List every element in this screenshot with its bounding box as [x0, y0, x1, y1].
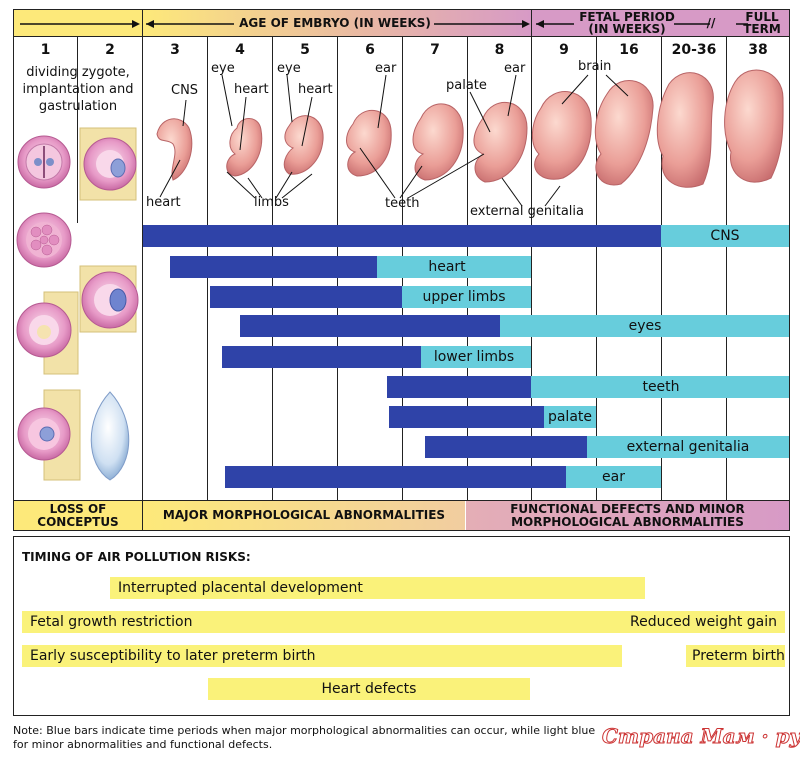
loss-header-band: [14, 10, 142, 36]
note-text: Note: Blue bars indicate time periods wh…: [13, 724, 596, 737]
bar-lower-limbs-minor: [421, 346, 531, 368]
label-ear-week6: ear: [375, 61, 397, 76]
week-label: 16: [619, 42, 639, 58]
fetal-header-band: [532, 10, 789, 36]
bar-lower-limbs-major: [222, 346, 421, 368]
bar-upper-limbs-label: upper limbs: [422, 289, 506, 305]
pollution-bar-label: Interrupted placental development: [118, 580, 363, 596]
bar-palate-major: [389, 406, 544, 428]
pollution-bar-preterm-late: Preterm birth: [686, 645, 785, 667]
week-label: 38: [748, 42, 768, 58]
week-label: 6: [365, 42, 375, 58]
bar-cns-major: [143, 225, 661, 247]
label-teeth: teeth: [385, 196, 420, 211]
pollution-bar-heart: Heart defects: [208, 678, 530, 700]
label-pointer-lines: [159, 74, 629, 207]
bar-genitalia-minor: [587, 436, 789, 458]
bar-heart-major: [170, 256, 377, 278]
pollution-title: TIMING OF AIR POLLUTION RISKS:: [22, 550, 251, 564]
bar-heart-label: heart: [428, 259, 466, 275]
embryo-illustrations: [156, 69, 784, 188]
week-label: 5: [300, 42, 310, 58]
pollution-bar-label: Heart defects: [321, 681, 417, 697]
fetal-header-label: FETAL PERIOD (IN WEEKS): [579, 10, 675, 36]
bar-cns-minor: [661, 225, 789, 247]
separator-label: //: [706, 16, 716, 30]
header-divider: [14, 36, 789, 37]
bar-genitalia-label: external genitalia: [626, 439, 750, 455]
gridline: [726, 37, 727, 501]
week-label: 3: [170, 42, 180, 58]
label-heart-week4: heart: [234, 82, 269, 97]
bar-eyes-label: eyes: [628, 318, 662, 334]
bar-heart-minor: [377, 256, 531, 278]
bar-ear-label: ear: [602, 469, 625, 485]
label-eye-week5: eye: [277, 61, 301, 76]
pollution-bar-label: Fetal growth restriction: [30, 614, 193, 630]
bar-palate-label: palate: [547, 409, 593, 425]
footer-major: MAJOR MORPHOLOGICAL ABNORMALITIES: [143, 501, 465, 530]
pollution-bar-label-right: Reduced weight gain: [630, 614, 777, 630]
full-term-label: FULL TERM: [743, 10, 781, 36]
bar-ear-major: [225, 466, 566, 488]
label-cns: CNS: [171, 83, 199, 98]
label-eye-week4: eye: [211, 61, 235, 76]
label-heart-bottom: heart: [146, 195, 181, 210]
gridline: [531, 10, 532, 501]
bar-eyes-major: [240, 315, 500, 337]
week-label: 8: [494, 42, 505, 58]
bar-palate-minor: [544, 406, 596, 428]
gridline: [596, 37, 597, 501]
bar-ear-minor: [566, 466, 661, 488]
pollution-bar-growth: Fetal growth restriction Reduced weight …: [22, 611, 785, 633]
label-ear-week8: ear: [504, 61, 526, 76]
gridline: [142, 10, 143, 531]
header-arrows: [20, 20, 748, 28]
gridline: [77, 37, 78, 223]
week-label: 20-36: [671, 42, 717, 58]
pollution-frame: [13, 536, 790, 716]
bar-genitalia-major: [425, 436, 587, 458]
label-heart-week5: heart: [298, 82, 333, 97]
early-stage-illustrations: [16, 127, 139, 481]
label-external-genitalia: external genitalia: [470, 204, 584, 219]
week-label: 1: [40, 42, 51, 58]
bar-teeth-minor: [531, 376, 789, 398]
timeline-frame: [13, 9, 790, 531]
pollution-bar-preterm-early: Early susceptibility to later preterm bi…: [22, 645, 622, 667]
bar-cns-label: CNS: [710, 228, 740, 244]
week-label: 9: [559, 42, 569, 58]
gridline: [661, 37, 662, 501]
bar-teeth-major: [387, 376, 531, 398]
pollution-bar-label-right: Preterm birth: [692, 648, 785, 664]
bar-teeth-label: teeth: [642, 379, 680, 395]
week-label: 2: [105, 42, 115, 58]
footer-loss: LOSS OF CONCEPTUS: [14, 501, 142, 530]
label-palate: palate: [446, 78, 487, 93]
note-text-line2: for minor abnormalities and functional d…: [13, 738, 273, 751]
pollution-bar-placental: Interrupted placental development: [110, 577, 645, 599]
age-header-band: [143, 10, 531, 36]
pollution-bar-label: Early susceptibility to later preterm bi…: [30, 648, 316, 664]
bar-upper-limbs-major: [210, 286, 402, 308]
label-brain: brain: [578, 59, 612, 74]
footer-divider: [14, 500, 789, 501]
age-header-label: AGE OF EMBRYO (IN WEEKS): [239, 16, 431, 30]
footer-functional: FUNCTIONAL DEFECTS AND MINOR MORPHOLOGIC…: [466, 501, 789, 530]
bar-eyes-minor: [500, 315, 789, 337]
bar-upper-limbs-minor: [402, 286, 531, 308]
watermark: Страна Мам · ру: [596, 724, 800, 749]
bar-lower-limbs-label: lower limbs: [433, 349, 515, 365]
label-limbs: limbs: [254, 195, 289, 210]
week-label: 7: [430, 42, 440, 58]
week-label: 4: [235, 42, 245, 58]
zygote-description: dividing zygote, implantation and gastru…: [22, 65, 134, 114]
